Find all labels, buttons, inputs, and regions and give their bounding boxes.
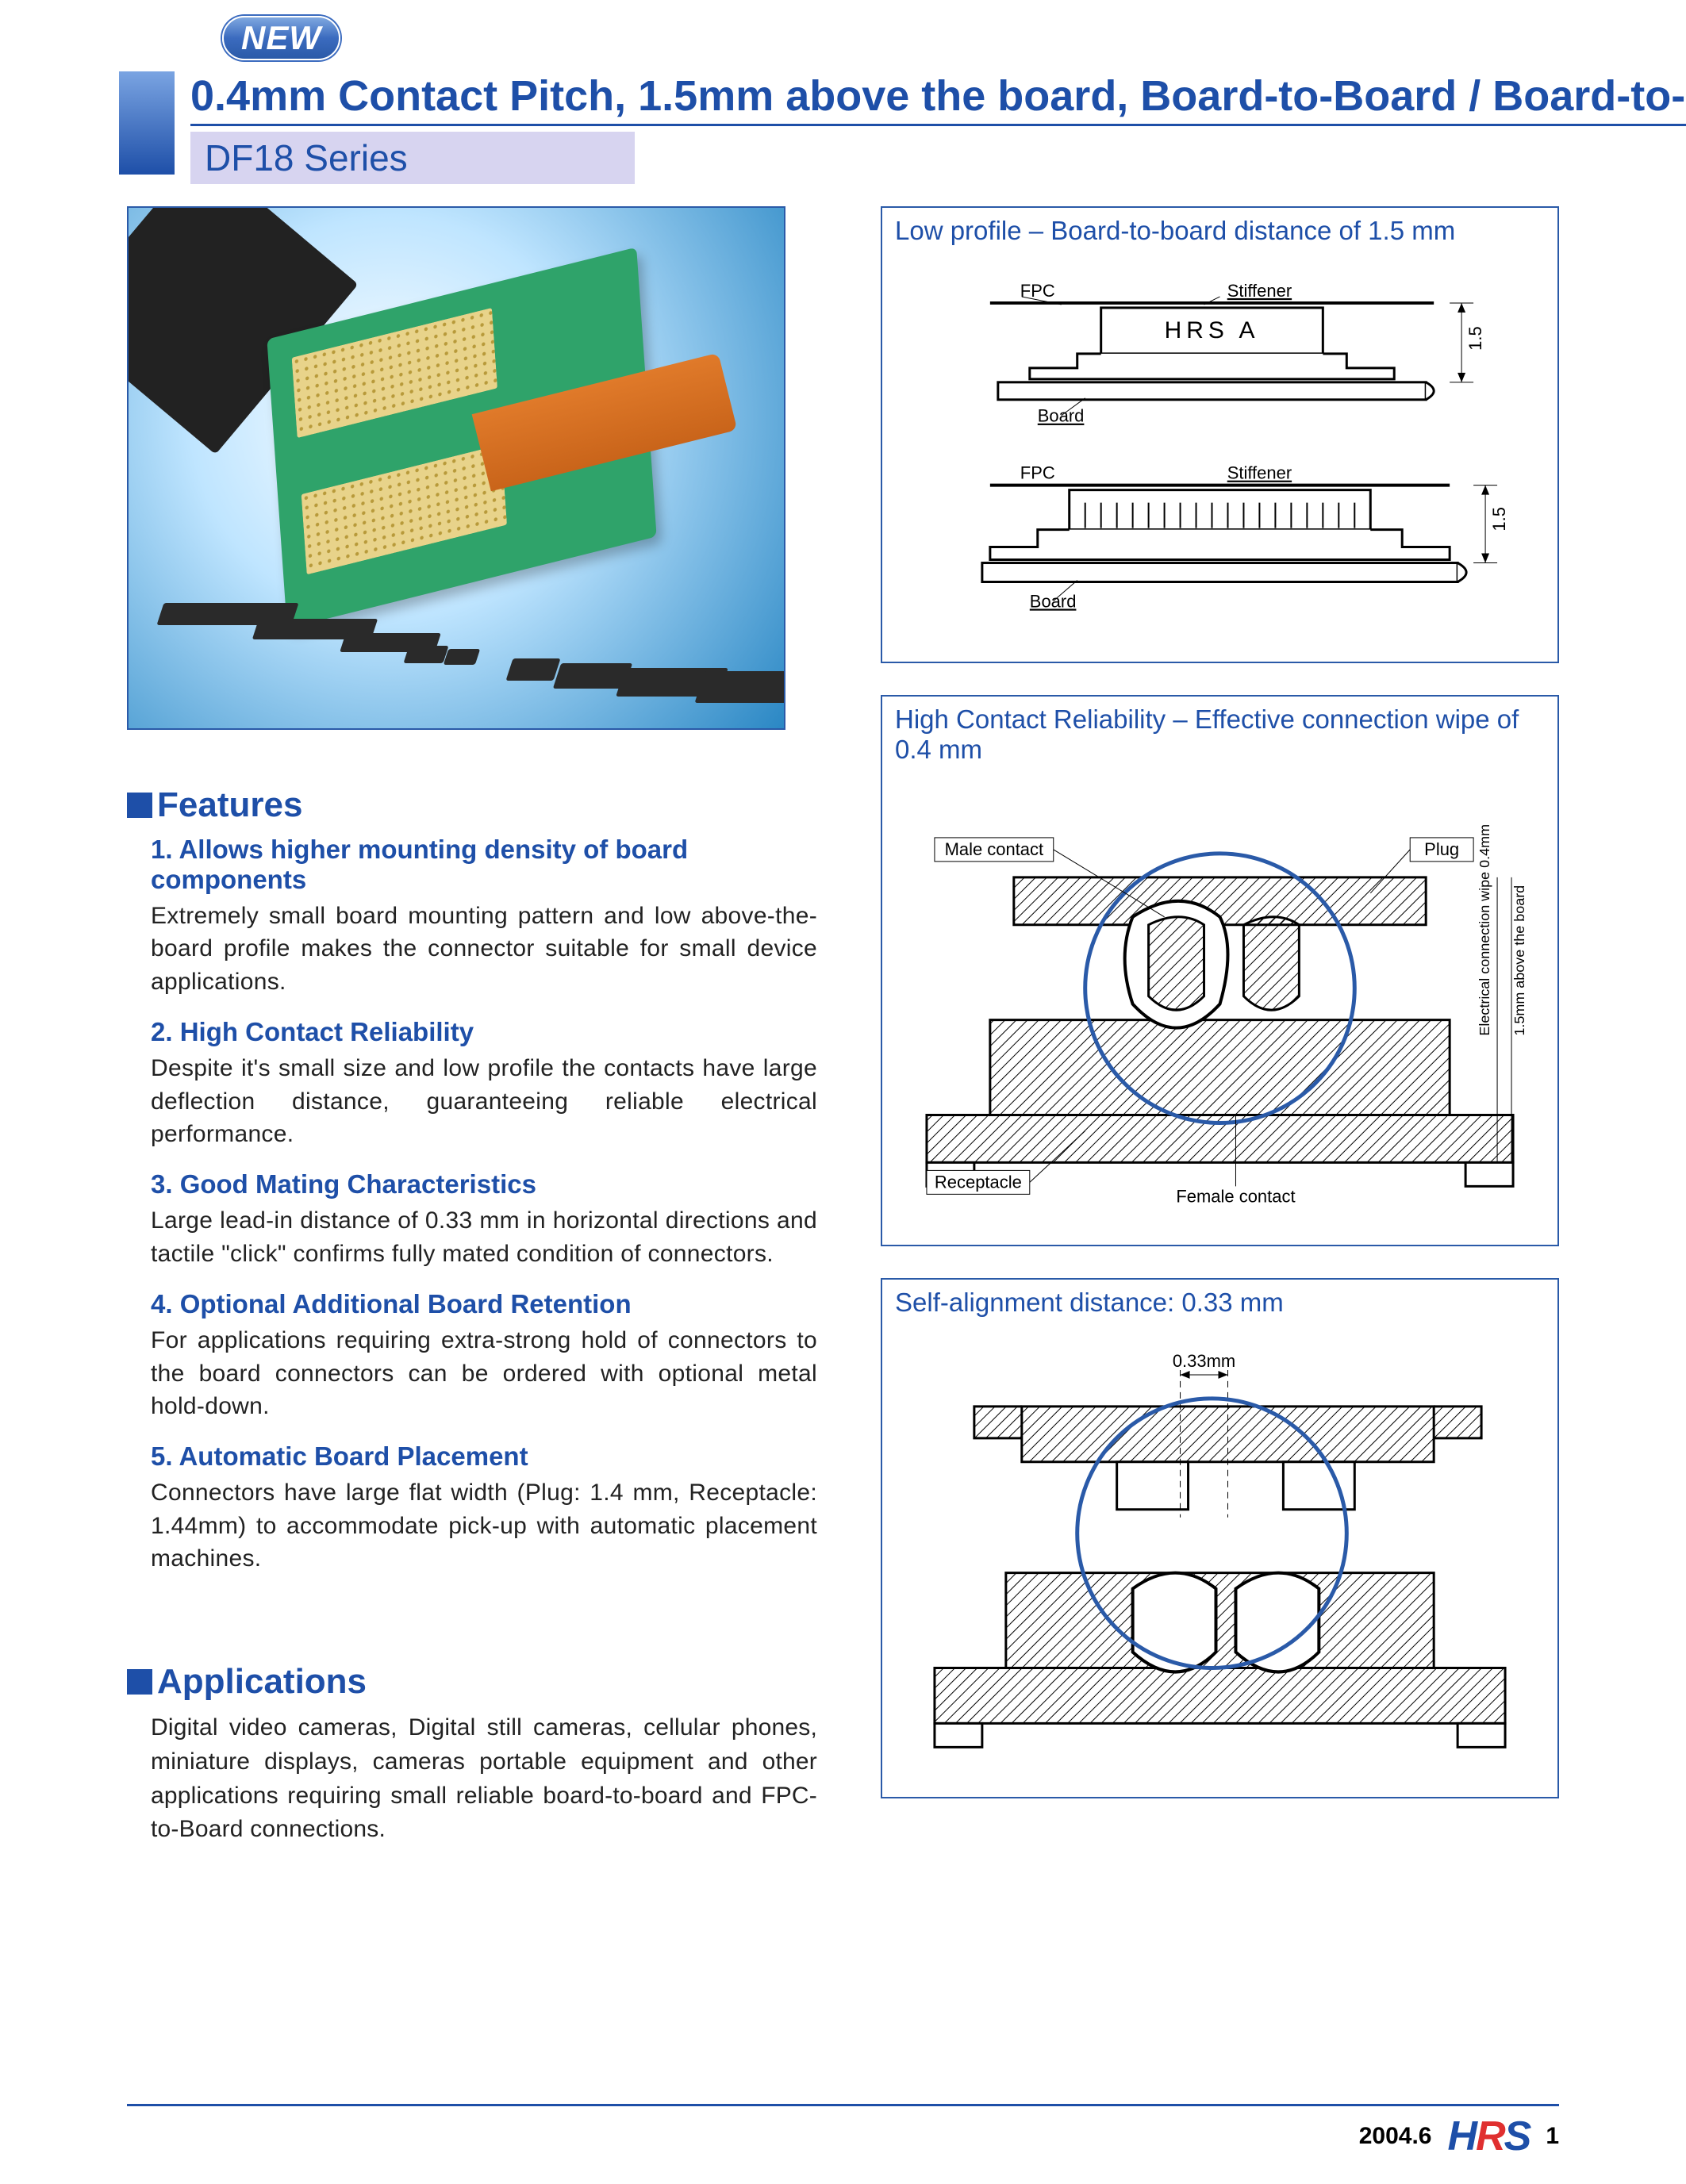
applications-heading-text: Applications: [157, 1662, 367, 1702]
svg-text:Stiffener: Stiffener: [1227, 281, 1292, 301]
product-photo: [127, 206, 785, 730]
svg-text:Plug: Plug: [1424, 839, 1459, 859]
contact-reliability-diagram: Male contact Plug Receptacle Female cont…: [895, 782, 1545, 1226]
svg-text:0.33mm: 0.33mm: [1173, 1351, 1235, 1371]
svg-text:Board: Board: [1030, 591, 1077, 611]
svg-text:Electrical connection wipe 0.4: Electrical connection wipe 0.4mm: [1477, 824, 1492, 1036]
panel-title: Self-alignment distance: 0.33 mm: [882, 1280, 1557, 1326]
low-profile-diagram: FPC Stiffener HRS A Board: [895, 263, 1545, 643]
svg-text:Receptacle: Receptacle: [935, 1173, 1022, 1192]
header-tab: [119, 71, 175, 175]
square-bullet-icon: [127, 793, 152, 818]
feature-item: 2. High Contact Reliability Despite it's…: [127, 1017, 817, 1150]
panel-low-profile: Low profile – Board-to-board distance of…: [881, 206, 1559, 663]
feature-body: Extremely small board mounting pattern a…: [151, 900, 817, 998]
feature-title: 5. Automatic Board Placement: [151, 1441, 817, 1472]
applications-body: Digital video cameras, Digital still cam…: [127, 1711, 817, 1846]
panel-title: Low profile – Board-to-board distance of…: [882, 208, 1557, 254]
svg-text:1.5: 1.5: [1465, 326, 1485, 351]
feature-body: Connectors have large flat width (Plug: …: [151, 1476, 817, 1575]
footer-date: 2004.6: [1359, 2123, 1432, 2150]
features-heading-text: Features: [157, 785, 302, 825]
page-footer: 2004.6 HRS 1: [127, 2104, 1559, 2160]
applications-heading: Applications: [127, 1662, 817, 1702]
panel-contact-reliability: High Contact Reliability – Effective con…: [881, 695, 1559, 1246]
feature-title: 4. Optional Additional Board Retention: [151, 1289, 817, 1319]
panel-title: High Contact Reliability – Effective con…: [882, 697, 1557, 773]
feature-body: Large lead-in distance of 0.33 mm in hor…: [151, 1204, 817, 1270]
hrs-logo: HRS: [1448, 2113, 1530, 2160]
square-bullet-icon: [127, 1669, 152, 1695]
svg-text:Board: Board: [1038, 406, 1085, 426]
feature-item: 5. Automatic Board Placement Connectors …: [127, 1441, 817, 1575]
new-badge: NEW: [222, 16, 340, 60]
feature-title: 1. Allows higher mounting density of boa…: [151, 835, 817, 895]
feature-item: 3. Good Mating Characteristics Large lea…: [127, 1169, 817, 1270]
features-heading: Features: [127, 785, 817, 825]
svg-text:Stiffener: Stiffener: [1227, 463, 1292, 483]
page-number: 1: [1546, 2123, 1559, 2150]
page-title: 0.4mm Contact Pitch, 1.5mm above the boa…: [190, 71, 1686, 126]
feature-title: 3. Good Mating Characteristics: [151, 1169, 817, 1199]
feature-item: 1. Allows higher mounting density of boa…: [127, 835, 817, 998]
panel-self-alignment: Self-alignment distance: 0.33 mm: [881, 1278, 1559, 1798]
self-alignment-diagram: 0.33mm: [895, 1335, 1545, 1779]
feature-title: 2. High Contact Reliability: [151, 1017, 817, 1047]
feature-item: 4. Optional Additional Board Retention F…: [127, 1289, 817, 1422]
svg-text:FPC: FPC: [1020, 463, 1055, 483]
feature-body: For applications requiring extra-strong …: [151, 1324, 817, 1422]
series-name: DF18 Series: [190, 132, 635, 184]
svg-text:Female contact: Female contact: [1176, 1187, 1295, 1207]
svg-text:1.5: 1.5: [1489, 507, 1509, 532]
feature-body: Despite it's small size and low profile …: [151, 1052, 817, 1150]
svg-text:1.5mm above the board: 1.5mm above the board: [1511, 885, 1527, 1036]
svg-text:Male contact: Male contact: [945, 839, 1044, 859]
svg-text:HRS A: HRS A: [1165, 317, 1260, 344]
